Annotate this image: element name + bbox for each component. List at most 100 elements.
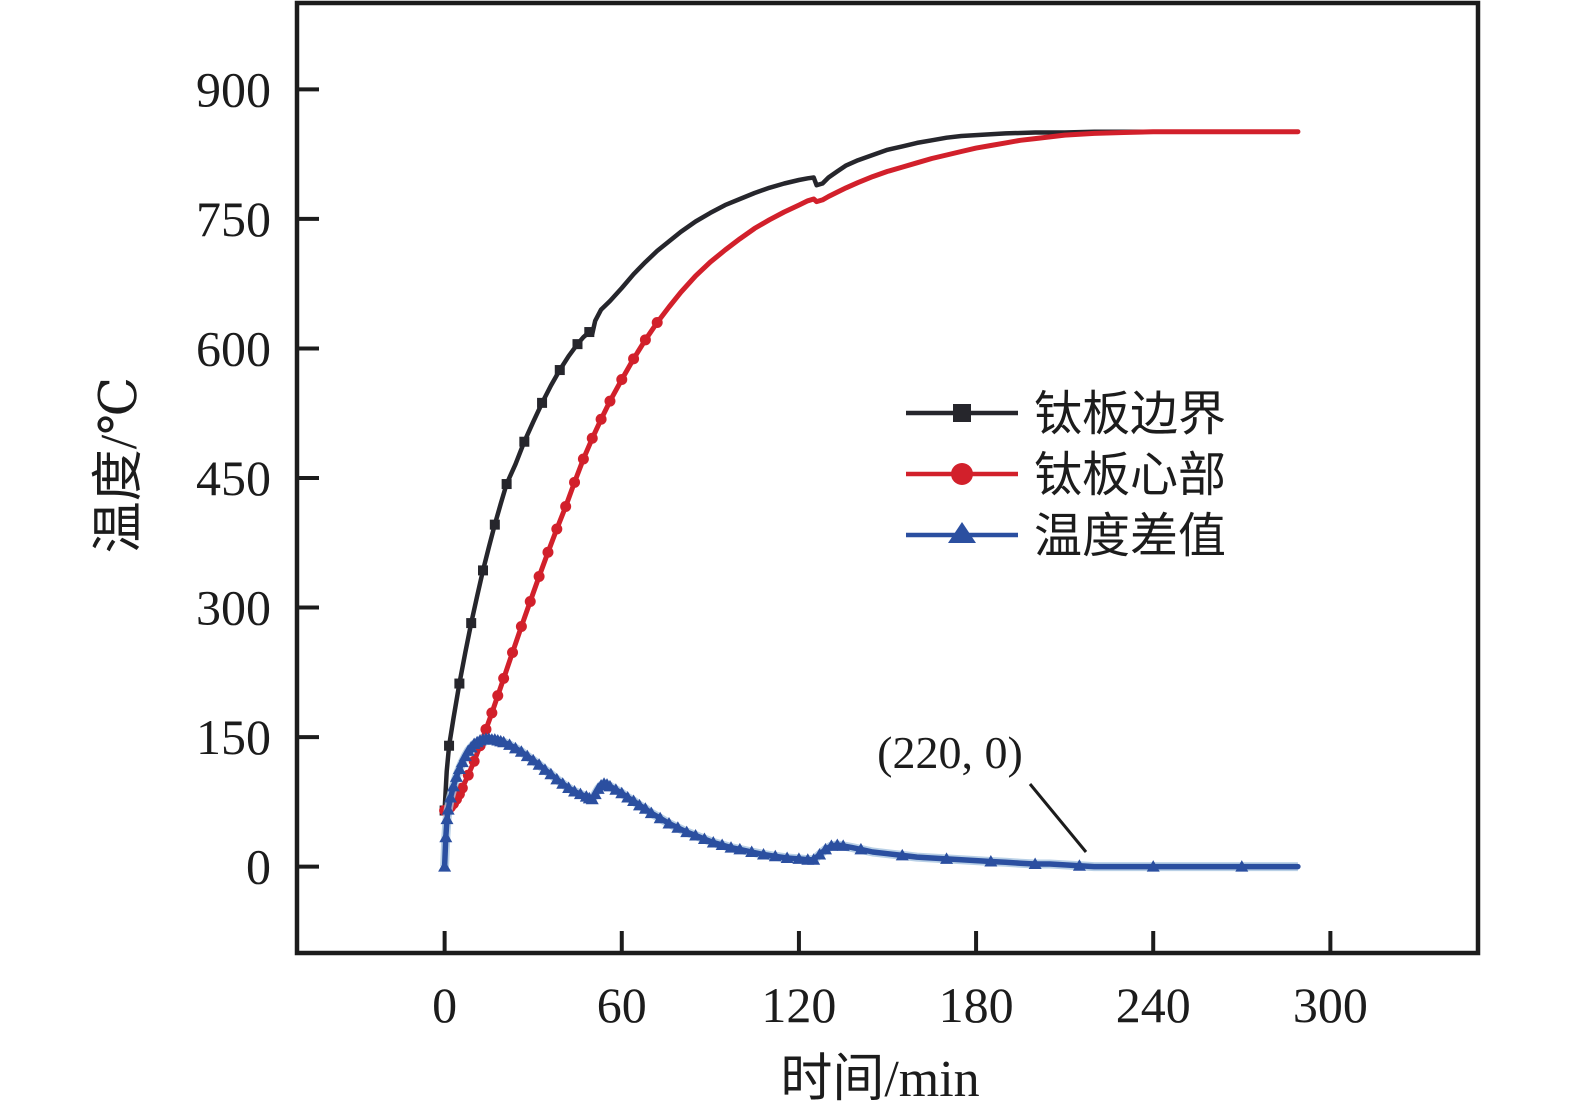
square-marker-icon	[501, 479, 512, 490]
y-tick-label: 450	[196, 450, 271, 506]
square-marker-icon	[537, 397, 548, 408]
triangle-marker-icon	[452, 762, 466, 775]
triangle-marker-icon	[538, 763, 552, 775]
square-marker-icon	[444, 740, 455, 751]
triangle-marker-icon	[526, 753, 540, 766]
circle-marker-icon	[551, 523, 563, 535]
x-tick-label: 300	[1293, 977, 1368, 1033]
plot-frame	[294, 0, 1481, 956]
series-layer	[438, 129, 1301, 872]
circle-marker-icon	[462, 769, 474, 781]
square-marker-icon	[554, 365, 565, 376]
y-tick-label: 750	[196, 191, 271, 247]
circle-marker-icon	[560, 501, 572, 512]
y-axis-tick-labels: 0 150 300 450 600 750 900	[196, 61, 271, 894]
triangle-marker-icon	[792, 852, 806, 864]
triangle-marker-icon	[768, 849, 782, 862]
triangle-marker-icon	[653, 811, 667, 824]
y-axis-ticks	[297, 87, 319, 869]
circle-marker-icon	[595, 413, 607, 425]
legend-label-difference: 温度差值	[1034, 510, 1226, 563]
circle-marker-icon	[951, 463, 973, 485]
square-marker-icon	[466, 618, 477, 629]
triangle-marker-icon	[441, 803, 455, 815]
triangle-marker-icon	[745, 845, 759, 857]
circle-marker-icon	[507, 646, 519, 658]
triangle-marker-icon	[724, 841, 738, 853]
square-marker-icon	[584, 327, 595, 338]
triangle-marker-icon	[671, 821, 685, 833]
x-tick-label: 180	[939, 977, 1014, 1033]
triangle-marker-icon	[556, 777, 570, 789]
triangle-marker-icon	[514, 745, 528, 757]
square-marker-icon	[572, 339, 583, 350]
circle-marker-icon	[569, 476, 581, 488]
y-tick-label: 600	[196, 320, 271, 376]
legend: 钛板边界 钛板心部 温度差值	[906, 388, 1226, 563]
legend-item-center: 钛板心部	[906, 449, 1226, 502]
boundary-curve-line	[442, 129, 1301, 813]
x-tick-label: 0	[432, 977, 457, 1033]
triangle-marker-icon	[644, 806, 658, 819]
triangle-marker-icon	[455, 755, 469, 768]
triangle-marker-icon	[544, 767, 558, 780]
circle-marker-icon	[639, 334, 651, 346]
difference-curve-halo	[440, 734, 1298, 872]
triangle-marker-icon	[984, 854, 998, 867]
triangle-marker-icon	[1146, 860, 1160, 872]
triangle-marker-icon	[440, 812, 454, 825]
series-boundary-curve	[439, 129, 1301, 816]
circle-marker-icon	[524, 596, 536, 607]
square-marker-icon	[489, 519, 500, 530]
square-marker-icon	[953, 404, 971, 422]
triangle-marker-icon	[895, 848, 909, 861]
x-tick-label: 60	[597, 977, 647, 1033]
series-difference-curve	[438, 732, 1301, 872]
circle-marker-icon	[492, 690, 504, 702]
triangle-marker-icon	[520, 749, 534, 762]
annotation: (220, 0)	[877, 727, 1088, 853]
triangle-marker-icon	[706, 835, 720, 848]
x-tick-label: 120	[761, 977, 836, 1033]
y-tick-label: 150	[196, 709, 271, 765]
triangle-marker-icon	[438, 860, 452, 872]
triangle-marker-icon	[446, 779, 460, 792]
legend-item-boundary: 钛板边界	[906, 388, 1226, 441]
circle-marker-icon	[498, 672, 510, 684]
triangle-marker-icon	[697, 832, 711, 844]
triangle-marker-icon	[662, 816, 676, 829]
circle-marker-icon	[651, 317, 663, 329]
triangle-marker-icon	[1072, 859, 1086, 871]
triangle-marker-icon	[854, 842, 868, 855]
triangle-marker-icon	[756, 848, 770, 860]
square-marker-icon	[454, 678, 465, 689]
triangle-marker-icon	[444, 791, 458, 803]
circle-marker-icon	[515, 621, 527, 633]
triangle-marker-icon	[638, 802, 652, 814]
y-tick-label: 0	[246, 839, 271, 895]
triangle-marker-icon	[449, 770, 463, 782]
triangle-marker-icon	[818, 842, 832, 855]
triangle-marker-icon	[439, 830, 453, 843]
square-marker-icon	[519, 436, 530, 447]
y-axis-title: 温度/℃	[91, 377, 148, 554]
triangle-marker-icon	[733, 842, 747, 855]
legend-label-center: 钛板心部	[1034, 449, 1226, 502]
triangle-marker-icon	[615, 786, 629, 799]
y-tick-label: 300	[196, 580, 271, 636]
triangle-marker-icon	[836, 839, 850, 851]
triangle-marker-icon	[1235, 860, 1249, 872]
circle-marker-icon	[628, 353, 640, 365]
circle-marker-icon	[542, 546, 554, 558]
triangle-marker-icon	[550, 772, 564, 785]
circle-marker-icon	[586, 432, 598, 444]
legend-item-difference: 温度差值	[906, 510, 1226, 563]
circle-marker-icon	[533, 570, 545, 582]
triangle-marker-icon	[715, 838, 729, 851]
triangle-marker-icon	[1028, 857, 1042, 870]
circle-marker-icon	[486, 707, 498, 719]
x-tick-label: 240	[1116, 977, 1191, 1033]
x-axis-title: 时间/min	[780, 1051, 979, 1108]
triangle-marker-icon	[680, 825, 694, 838]
